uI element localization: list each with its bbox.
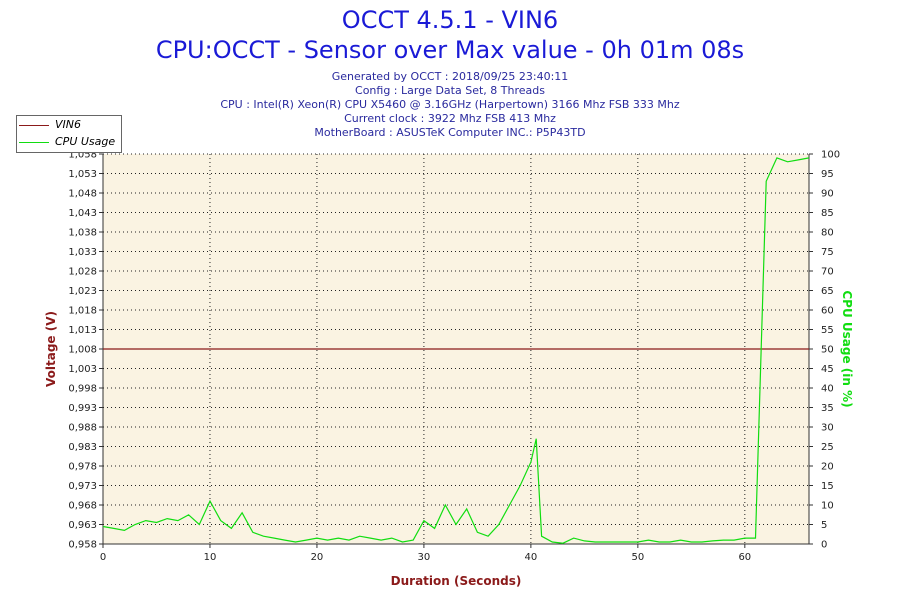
config-info: Config : Large Data Set, 8 Threads [355,84,545,97]
y-left-tick-label: 1,018 [68,306,97,317]
generated-info: Generated by OCCT : 2018/09/25 23:40:11 [331,70,569,83]
chart-subtitle: CPU:OCCT - Sensor over Max value - 0h 01… [155,36,745,64]
y-left-tick-label: 0,973 [68,481,97,492]
y-left-tick-label: 1,043 [68,208,97,219]
x-tick-label: 30 [418,552,431,563]
y-left-tick-label: 0,978 [68,462,97,473]
y-left-tick-label: 1,023 [68,286,97,297]
y-right-tick-label: 25 [821,442,834,453]
y-left-tick-label: 1,028 [68,267,97,278]
y-right-tick-label: 40 [821,384,834,395]
x-tick-label: 60 [738,552,751,563]
y-right-tick-label: 30 [821,423,834,434]
y-right-tick-label: 50 [821,345,834,356]
y-right-tick-label: 75 [821,247,834,258]
y-right-tick-label: 90 [821,189,834,200]
y-right-tick-label: 15 [821,481,834,492]
legend-label-cpu-usage: CPU Usage [55,135,116,148]
y-left-tick-label: 0,983 [68,442,97,453]
series [102,157,810,544]
x-tick-label: 50 [631,552,644,563]
motherboard-info: MotherBoard : ASUSTeK Computer INC.: P5P… [314,126,586,139]
legend-swatch-vin6 [19,124,49,126]
legend-label-vin6: VIN6 [55,118,81,131]
y-left-tick-label: 0,963 [68,520,97,531]
series-line-cpu-usage [102,157,810,544]
y-left-tick-label: 1,013 [68,325,97,336]
y-left-ticks: 0,958 0,963 0,968 0,973 0,978 0,983 0,988 0,993… [68,150,103,551]
y-right-tick-label: 100 [821,150,840,161]
y-left-tick-label: 0,968 [68,501,97,512]
grid [103,153,809,544]
y-right-tick-label: 55 [821,325,834,336]
y-left-tick-label: 0,993 [68,403,97,414]
x-axis-label: Duration (Seconds) [391,574,522,588]
x-tick-label: 40 [525,552,538,563]
y-right-tick-label: 5 [821,520,827,531]
y-left-axis-label: Voltage (V) [44,311,58,387]
y-right-tick-label: 10 [821,501,834,512]
y-left-tick-label: 0,998 [68,384,97,395]
y-right-tick-label: 80 [821,228,834,239]
legend: VIN6 CPU Usage [16,115,122,153]
cpu-info: CPU : Intel(R) Xeon(R) CPU X5460 @ 3.16G… [220,98,680,111]
y-left-tick-label: 1,038 [68,228,97,239]
y-left-tick-label: 1,008 [68,345,97,356]
y-right-tick-label: 95 [821,169,834,180]
y-left-tick-label: 1,053 [68,169,97,180]
x-tick-label: 10 [204,552,217,563]
y-right-tick-label: 65 [821,286,834,297]
y-right-tick-label: 60 [821,306,834,317]
x-ticks: 0 10 20 30 40 50 60 [100,544,751,563]
y-left-tick-label: 1,058 [68,150,97,161]
legend-swatch-cpu-usage [19,141,49,143]
y-left-tick-label: 0,988 [68,423,97,434]
x-tick-label: 20 [311,552,324,563]
y-right-tick-label: 0 [821,540,827,551]
y-right-ticks: 0 5 10 15 20 25 30 35 40 45 50 55 60 65 70 75 80 85 90 95 10… [809,150,840,551]
y-left-tick-label: 1,003 [68,364,97,375]
y-left-tick-label: 1,048 [68,189,97,200]
y-right-axis-label: CPU Usage (in %) [840,290,854,407]
legend-item-cpu-usage: CPU Usage [19,135,115,149]
y-right-tick-label: 20 [821,462,834,473]
y-left-tick-label: 0,958 [68,540,97,551]
y-right-tick-label: 35 [821,403,834,414]
legend-item-vin6: VIN6 [19,118,81,132]
clock-info: Current clock : 3922 Mhz FSB 413 Mhz [344,112,556,125]
y-right-tick-label: 85 [821,208,834,219]
x-tick-label: 0 [100,552,106,563]
y-left-tick-label: 1,033 [68,247,97,258]
chart-title: OCCT 4.5.1 - VIN6 [341,6,559,34]
y-right-tick-label: 70 [821,267,834,278]
y-right-tick-label: 45 [821,364,834,375]
